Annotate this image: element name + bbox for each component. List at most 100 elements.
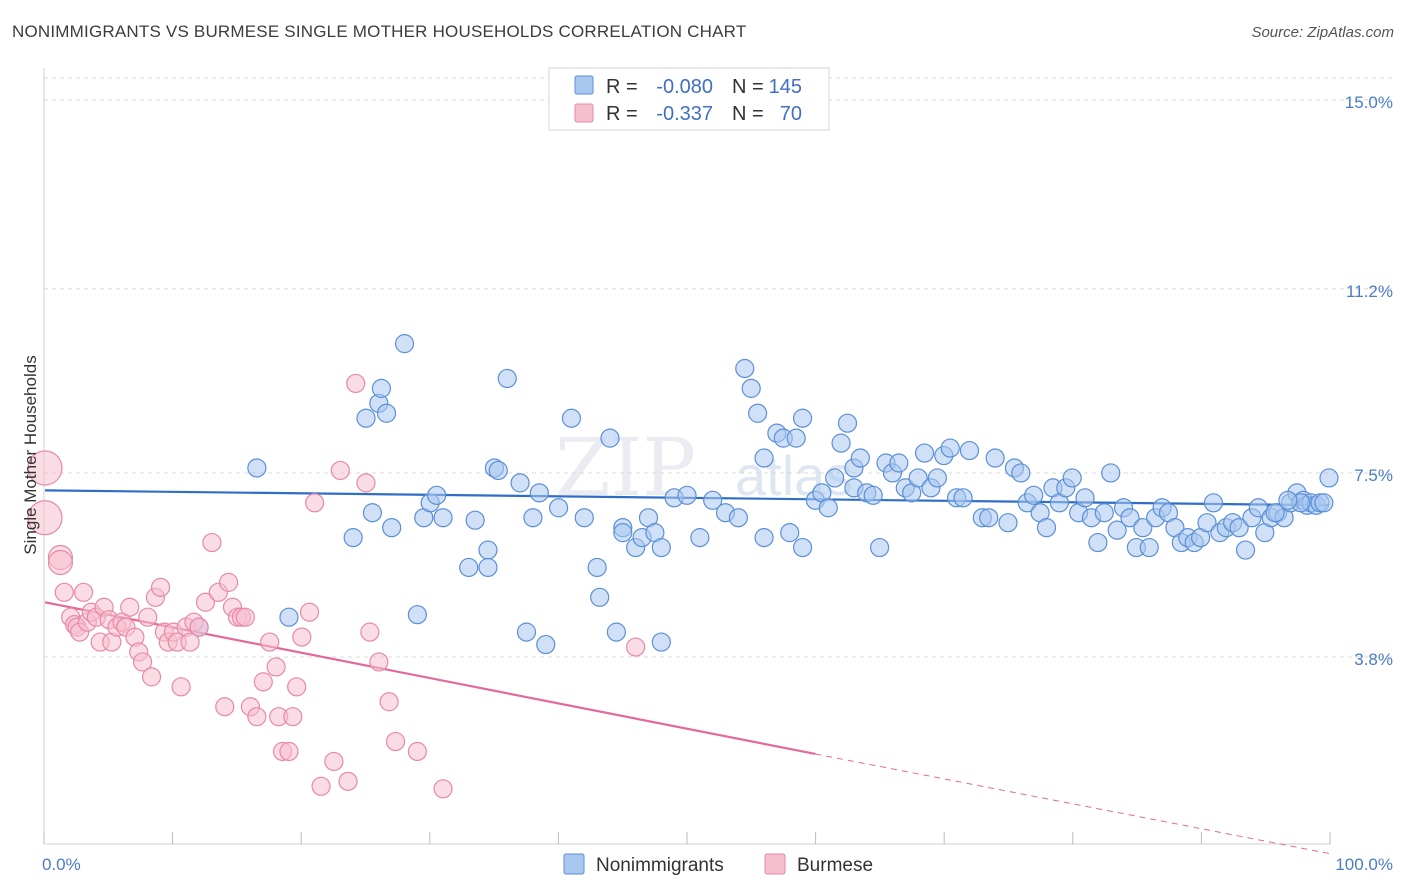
nonimmigrants-point	[279, 607, 299, 627]
nonimmigrants-point	[1075, 488, 1095, 508]
source-credit: Source: ZipAtlas.com	[1251, 24, 1394, 41]
burmese-point	[202, 532, 222, 553]
nonimmigrants-point	[728, 508, 748, 528]
burmese-point	[266, 657, 286, 677]
nonimmigrants-point	[1120, 508, 1140, 528]
nonimmigrants-point	[1278, 490, 1298, 510]
nonimmigrants-point	[1265, 503, 1285, 523]
nonimmigrants-point	[510, 473, 530, 493]
burmese-point	[120, 597, 140, 617]
nonimmigrants-point	[927, 468, 947, 488]
nonimmigrants-point	[818, 498, 838, 518]
nonimmigrants-point	[574, 508, 594, 528]
burmese-point	[141, 667, 162, 687]
nonimmigrants-point	[1197, 513, 1217, 533]
nonimmigrants-point	[1229, 518, 1249, 538]
bottom-legend: Nonimmigrants Burmese	[563, 853, 873, 876]
y-tick-label: 7.5%	[1354, 466, 1393, 485]
nonimmigrants-point	[786, 428, 806, 448]
burmese-point	[283, 707, 303, 727]
legend-r-value: -0.080	[656, 76, 713, 98]
nonimmigrants-point	[869, 537, 890, 558]
nonimmigrants-point	[362, 503, 383, 523]
nonimmigrants-point	[831, 433, 851, 453]
nonimmigrants-point	[792, 537, 813, 558]
burmese-point	[189, 617, 209, 637]
burmese-point	[292, 627, 312, 647]
burmese-point	[132, 652, 153, 672]
legend-swatch-burmese	[574, 103, 594, 123]
nonimmigrants-point	[536, 634, 556, 655]
legend-r-label: R =	[606, 103, 638, 125]
nonimmigrants-point	[561, 408, 582, 428]
nonimmigrants-point	[427, 485, 447, 505]
legend-n-value: 70	[780, 103, 802, 125]
burmese-point	[407, 741, 427, 762]
burmese-point	[54, 582, 74, 602]
legend-r-label: R =	[606, 76, 638, 98]
legend-box	[548, 67, 830, 131]
burmese-point	[385, 731, 406, 752]
nonimmigrants-point	[985, 448, 1005, 468]
chart-title: NONIMMIGRANTS VS BURMESE SINGLE MOTHER H…	[12, 22, 747, 41]
burmese-point	[369, 652, 389, 672]
legend-n-label: N =	[732, 103, 764, 125]
nonimmigrants-point	[754, 448, 774, 468]
nonimmigrants-point	[677, 485, 697, 505]
burmese-point	[247, 707, 267, 727]
y-tick-label: 11.2%	[1346, 282, 1393, 301]
nonimmigrants-point	[343, 528, 363, 548]
bottom-legend-label-burmese: Burmese	[797, 855, 873, 876]
burmese-point	[27, 500, 63, 536]
nonimmigrants-point	[548, 498, 569, 518]
nonimmigrants-point	[741, 378, 761, 398]
nonimmigrants-point	[825, 468, 845, 488]
nonimmigrants-point	[908, 468, 928, 488]
burmese-point	[219, 572, 239, 592]
nonimmigrants-point	[754, 528, 774, 548]
nonimmigrants-point	[792, 408, 813, 428]
burmese-point	[360, 622, 380, 642]
nonimmigrants-point	[590, 587, 610, 607]
bottom-legend-label-nonimmigrants: Nonimmigrants	[596, 855, 724, 876]
nonimmigrants-point	[1139, 537, 1159, 558]
bottom-legend-swatch-burmese	[764, 853, 786, 875]
burmese-point	[305, 493, 325, 513]
nonimmigrants-point	[433, 508, 453, 528]
nonimmigrants-point	[690, 528, 710, 548]
nonimmigrants-point	[1203, 493, 1224, 513]
nonimmigrants-point	[382, 518, 402, 538]
x-tick-labels: 0.0% 100.0%	[42, 855, 1393, 874]
nonimmigrants-point	[979, 508, 999, 528]
nonimmigrants-point	[587, 557, 607, 578]
nonimmigrants-point	[651, 632, 671, 652]
nonimmigrants-point	[371, 378, 392, 398]
nonimmigrants-point	[488, 460, 508, 481]
grid-lines	[44, 77, 1392, 658]
nonimmigrants-point	[478, 557, 498, 578]
nonimmigrants-point	[959, 440, 980, 461]
burmese-point	[260, 632, 280, 652]
legend-n-value: 145	[769, 76, 802, 98]
nonimmigrants-point	[459, 557, 479, 578]
nonimmigrants-point	[748, 403, 768, 423]
nonimmigrants-point	[1107, 520, 1127, 540]
y-axis-title: Single Mother Households	[21, 355, 40, 554]
legend: R = -0.080 N = 145 R = -0.337 N = 70	[548, 67, 830, 131]
burmese-point	[253, 672, 273, 692]
nonimmigrants-point	[247, 458, 267, 478]
nonimmigrants-point	[394, 334, 415, 354]
nonimmigrants-point	[780, 523, 800, 543]
y-tick-label: 3.8%	[1354, 650, 1393, 669]
burmese-trend-line-extension	[815, 753, 1330, 854]
nonimmigrants-point	[863, 485, 883, 505]
nonimmigrants-point	[1235, 540, 1256, 560]
burmese-point	[27, 450, 63, 486]
nonimmigrants-point	[850, 448, 870, 468]
nonimmigrants-point	[1101, 463, 1121, 483]
nonimmigrants-point	[1319, 468, 1339, 488]
burmese-point	[195, 592, 216, 612]
nonimmigrants-point	[478, 540, 498, 560]
nonimmigrants-point	[998, 513, 1018, 533]
